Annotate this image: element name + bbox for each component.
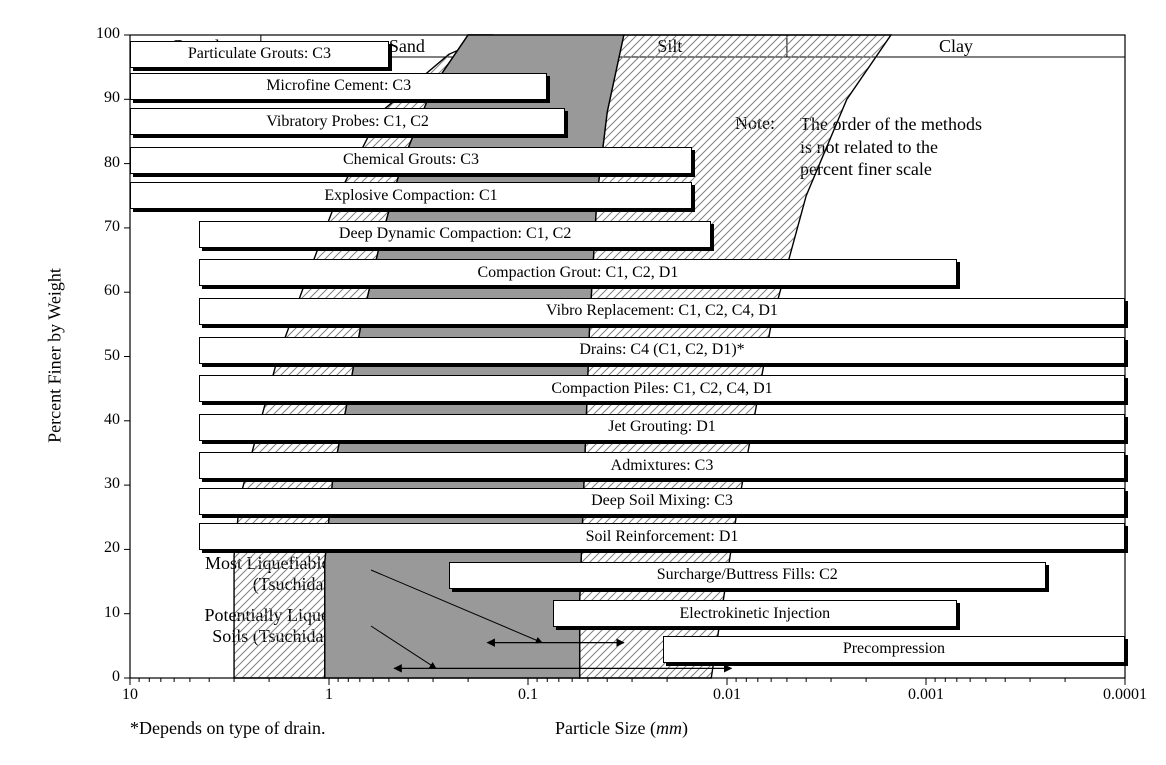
method-bar: Jet Grouting: D1 (199, 414, 1125, 441)
chart-container: 01020304050607080901001010.10.010.0010.0… (0, 0, 1166, 765)
method-bar: Vibro Replacement: C1, C2, C4, D1 (199, 298, 1125, 325)
method-bar: Soil Reinforcement: D1 (199, 523, 1125, 550)
method-bar: Explosive Compaction: C1 (130, 182, 692, 209)
method-bar: Drains: C4 (C1, C2, D1)* (199, 337, 1125, 364)
method-bar: Admixtures: C3 (199, 452, 1125, 479)
method-bar: Deep Dynamic Compaction: C1, C2 (199, 221, 711, 248)
method-bar: Microfine Cement: C3 (130, 73, 547, 100)
method-bar: Vibratory Probes: C1, C2 (130, 108, 565, 135)
method-bar: Compaction Grout: C1, C2, D1 (199, 259, 957, 286)
method-bar: Particulate Grouts: C3 (130, 41, 389, 68)
method-bar: Compaction Piles: C1, C2, C4, D1 (199, 375, 1125, 402)
method-bar: Deep Soil Mixing: C3 (199, 488, 1125, 515)
method-bar: Precompression (663, 636, 1125, 663)
method-bar: Electrokinetic Injection (553, 600, 957, 627)
method-bar: Chemical Grouts: C3 (130, 147, 692, 174)
method-bar: Surcharge/Buttress Fills: C2 (449, 562, 1046, 589)
